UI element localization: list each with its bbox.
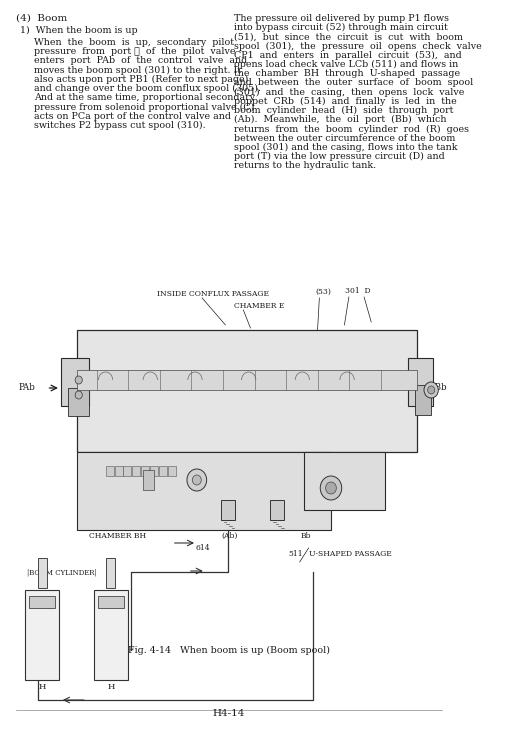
Text: (301)  and  the  casing,  then  opens  lock  valve: (301) and the casing, then opens lock va… bbox=[234, 88, 465, 96]
Text: between the outer circumference of the boom: between the outer circumference of the b… bbox=[234, 134, 456, 143]
Text: |BOOM CYLINDER|: |BOOM CYLINDER| bbox=[27, 568, 97, 576]
Circle shape bbox=[326, 482, 336, 494]
Text: acts on PCa port of the control valve and: acts on PCa port of the control valve an… bbox=[34, 112, 231, 121]
Text: spool  (301),  the  pressure  oil  opens  check  valve: spool (301), the pressure oil opens chec… bbox=[234, 42, 482, 50]
Bar bbox=[143, 470, 154, 490]
Text: 301  D: 301 D bbox=[345, 287, 371, 295]
Bar bbox=[141, 466, 150, 476]
Text: into bypass circuit (52) through main circuit: into bypass circuit (52) through main ci… bbox=[234, 23, 448, 32]
Text: INSIDE CONFLUX PASSAGE: INSIDE CONFLUX PASSAGE bbox=[157, 290, 268, 298]
Text: enters  port  PAb  of  the  control  valve  and: enters port PAb of the control valve and bbox=[34, 56, 247, 65]
Circle shape bbox=[428, 386, 435, 394]
Bar bbox=[94, 590, 128, 680]
Text: H: H bbox=[107, 683, 115, 691]
Bar bbox=[133, 466, 140, 476]
Bar bbox=[77, 330, 417, 452]
Text: PAb: PAb bbox=[19, 384, 36, 393]
Text: opens load check valve LCb (511) and flows in: opens load check valve LCb (511) and flo… bbox=[234, 60, 459, 69]
Text: H: H bbox=[38, 683, 46, 691]
Text: port (T) via the low pressure circuit (D) and: port (T) via the low pressure circuit (D… bbox=[234, 152, 445, 161]
Bar bbox=[25, 590, 59, 680]
Bar bbox=[97, 596, 124, 608]
Text: CHAMBER BH: CHAMBER BH bbox=[90, 532, 146, 540]
Circle shape bbox=[424, 382, 438, 398]
Bar bbox=[77, 452, 331, 530]
Bar bbox=[61, 358, 90, 406]
Bar bbox=[68, 388, 90, 416]
Text: The pressure oil delivered by pump P1 flows: The pressure oil delivered by pump P1 fl… bbox=[234, 14, 450, 23]
Bar bbox=[159, 466, 167, 476]
Text: Fig. 4-14   When boom is up (Boom spool): Fig. 4-14 When boom is up (Boom spool) bbox=[128, 646, 330, 655]
Text: the  chamber  BH  through  U-shaped  passage: the chamber BH through U-shaped passage bbox=[234, 69, 460, 78]
Circle shape bbox=[75, 376, 82, 384]
Bar bbox=[115, 466, 122, 476]
Bar bbox=[408, 358, 433, 406]
Text: R: R bbox=[39, 568, 45, 576]
Text: and change over the boom conflux spool (305).: and change over the boom conflux spool (… bbox=[34, 84, 261, 93]
Text: boom  cylinder  head  (H)  side  through  port: boom cylinder head (H) side through port bbox=[234, 106, 454, 115]
Text: H4‑14: H4‑14 bbox=[213, 709, 245, 718]
Circle shape bbox=[75, 391, 82, 399]
Text: PBb: PBb bbox=[430, 384, 447, 393]
Text: and  between  the  outer  surface  of  boom  spool: and between the outer surface of boom sp… bbox=[234, 78, 474, 88]
Text: switches P2 bypass cut spool (310).: switches P2 bypass cut spool (310). bbox=[34, 121, 206, 130]
Bar bbox=[105, 466, 114, 476]
Bar bbox=[168, 466, 176, 476]
Text: (51),  but  since  the  circuit  is  cut  with  boom: (51), but since the circuit is cut with … bbox=[234, 32, 463, 42]
Circle shape bbox=[187, 469, 207, 491]
Bar bbox=[123, 466, 132, 476]
Text: And at the same time, proportional secondary: And at the same time, proportional secon… bbox=[34, 93, 255, 102]
Text: 511: 511 bbox=[288, 550, 303, 558]
Bar bbox=[415, 385, 431, 415]
Text: U-SHAPED PASSAGE: U-SHAPED PASSAGE bbox=[309, 550, 391, 558]
Text: CHAMBER E: CHAMBER E bbox=[234, 302, 285, 310]
Text: (4)  Boom: (4) Boom bbox=[16, 14, 68, 23]
Bar bbox=[29, 596, 55, 608]
Text: also acts upon port PB1 (Refer to next page): also acts upon port PB1 (Refer to next p… bbox=[34, 75, 248, 84]
Text: When  the  boom  is  up,  secondary  pilot: When the boom is up, secondary pilot bbox=[34, 38, 234, 47]
Bar bbox=[221, 500, 235, 520]
Text: moves the boom spool (301) to the right. It: moves the boom spool (301) to the right.… bbox=[34, 66, 241, 75]
Bar bbox=[304, 452, 385, 510]
Bar bbox=[270, 500, 285, 520]
Text: (Ab).  Meanwhile,  the  oil  port  (Bb)  which: (Ab). Meanwhile, the oil port (Bb) which bbox=[234, 115, 447, 124]
Text: pressure  from  port ④  of  the  pilot  valve: pressure from port ④ of the pilot valve bbox=[34, 48, 236, 56]
Bar bbox=[151, 466, 158, 476]
Text: CP1  and  enters  in  parallel  circuit  (53),  and: CP1 and enters in parallel circuit (53),… bbox=[234, 50, 462, 60]
Circle shape bbox=[193, 475, 201, 485]
Bar bbox=[77, 370, 417, 390]
Text: (53): (53) bbox=[315, 288, 331, 296]
Text: returns  from  the  boom  cylinder  rod  (R)  goes: returns from the boom cylinder rod (R) g… bbox=[234, 124, 470, 134]
Bar bbox=[37, 558, 47, 588]
Text: spool (301) and the casing, flows into the tank: spool (301) and the casing, flows into t… bbox=[234, 143, 458, 152]
Text: returns to the hydraulic tank.: returns to the hydraulic tank. bbox=[234, 162, 376, 170]
Text: 614: 614 bbox=[195, 544, 209, 552]
Bar bbox=[106, 558, 115, 588]
Text: pressure from solenoid proportional valve (C): pressure from solenoid proportional valv… bbox=[34, 102, 254, 112]
Text: R: R bbox=[108, 568, 114, 576]
Text: 1)  When the boom is up: 1) When the boom is up bbox=[19, 26, 137, 35]
Text: Bb: Bb bbox=[301, 532, 311, 540]
Circle shape bbox=[320, 476, 342, 500]
Text: poppet  CRb  (514)  and  finally  is  led  in  the: poppet CRb (514) and finally is led in t… bbox=[234, 96, 457, 106]
Text: (Ab): (Ab) bbox=[222, 532, 238, 540]
